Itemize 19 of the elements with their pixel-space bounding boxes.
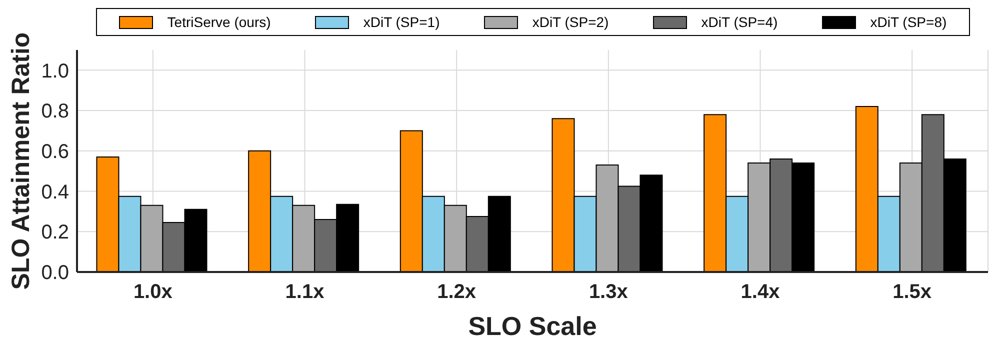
y-tick-label: 1.0 bbox=[41, 60, 69, 82]
x-tick-label: 1.4x bbox=[740, 281, 780, 304]
y-tick-label: 0.8 bbox=[41, 100, 69, 123]
x-axis-title: SLO Scale bbox=[468, 311, 597, 339]
y-tick-label: 0.6 bbox=[41, 141, 69, 164]
x-tick-label: 1.0x bbox=[133, 281, 172, 304]
x-tick-label: 1.5x bbox=[892, 281, 932, 304]
legend-label: xDiT (SP=4) bbox=[701, 14, 778, 30]
x-tick-label: 1.1x bbox=[285, 281, 324, 304]
y-tick-label: 0.2 bbox=[41, 222, 69, 244]
legend-label: xDiT (SP=1) bbox=[363, 14, 440, 30]
legend-label: xDiT (SP=2) bbox=[532, 14, 609, 30]
y-tick-label: 0.0 bbox=[41, 262, 69, 284]
y-tick-label: 0.4 bbox=[41, 181, 69, 204]
x-tick-label: 1.2x bbox=[437, 281, 476, 304]
legend-label: xDiT (SP=8) bbox=[870, 14, 947, 30]
legend-label: TetriServe (ours) bbox=[167, 14, 271, 30]
x-tick-label: 1.3x bbox=[588, 281, 628, 304]
y-axis-title: SLO Attainment Ratio bbox=[6, 32, 35, 290]
